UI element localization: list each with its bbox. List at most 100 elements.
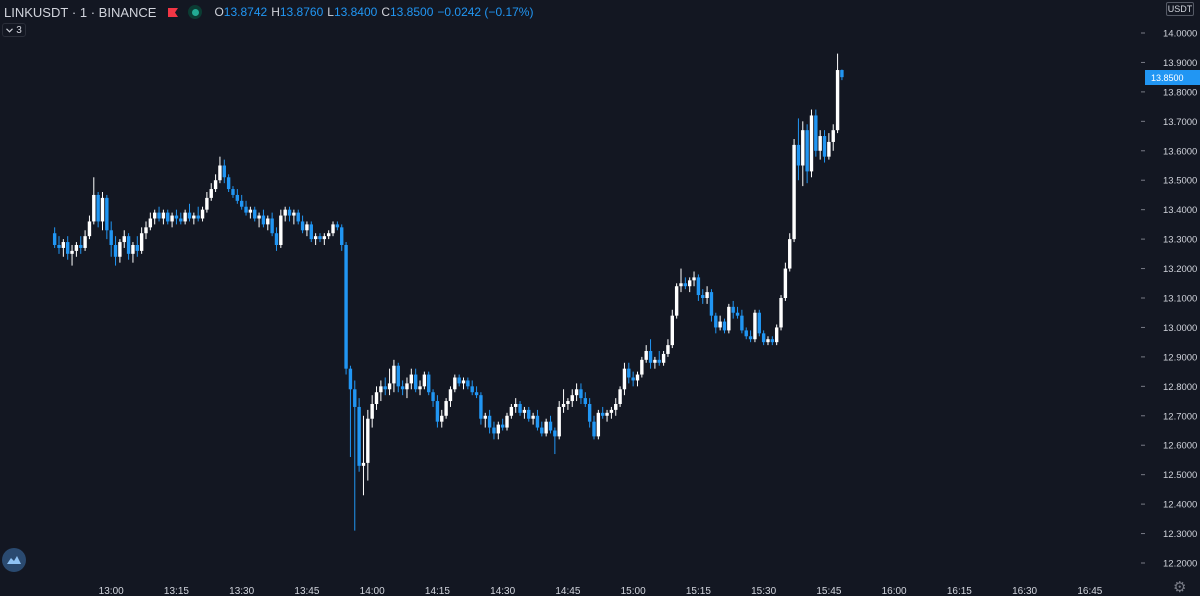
candle-body: [696, 277, 701, 296]
candle-body: [100, 197, 105, 222]
y-tick-label: 13.7000: [1163, 117, 1197, 128]
candle-body: [840, 70, 844, 78]
x-tick-label: 16:15: [947, 586, 972, 596]
flag-icon[interactable]: [168, 7, 179, 17]
candle-body: [805, 130, 809, 172]
candle: [431, 389, 435, 407]
candle-body: [774, 327, 779, 343]
candle-body: [648, 351, 653, 363]
candle-body: [105, 197, 109, 231]
currency-button[interactable]: USDT: [1166, 2, 1194, 16]
candle: [239, 194, 244, 210]
candle: [161, 209, 166, 225]
candle: [74, 242, 79, 257]
indicators-toggle-button[interactable]: 3: [2, 23, 26, 37]
market-status-icon[interactable]: [188, 5, 203, 19]
candle-body: [318, 236, 322, 240]
close-label: C: [381, 5, 390, 19]
candle: [248, 206, 253, 219]
candle-body: [479, 395, 483, 419]
tradingview-logo-icon[interactable]: [2, 548, 26, 572]
candle-body: [231, 189, 235, 195]
candle: [79, 236, 83, 254]
candle: [592, 415, 596, 440]
candle: [648, 339, 653, 369]
candle: [109, 221, 113, 257]
candle: [348, 365, 353, 457]
candle: [313, 233, 318, 245]
candle: [83, 230, 87, 251]
candle: [522, 406, 527, 419]
candle: [57, 236, 61, 254]
candle-body: [70, 250, 74, 254]
candle-body: [831, 130, 835, 142]
candle-body: [57, 245, 61, 248]
candle-body: [274, 233, 279, 245]
y-tick-label: 13.1000: [1163, 294, 1197, 305]
candle-body: [292, 212, 296, 216]
candle: [296, 209, 300, 225]
candle: [105, 194, 109, 240]
exchange-label: BINANCE: [98, 4, 157, 20]
candle: [614, 398, 618, 416]
candle-body: [261, 215, 266, 225]
candle: [705, 286, 709, 304]
candle: [818, 130, 822, 160]
candle-body: [474, 392, 479, 396]
candle-body: [166, 212, 170, 222]
candle-body: [113, 245, 118, 257]
candle-body: [457, 377, 461, 384]
candle-body: [161, 212, 166, 219]
candle: [840, 69, 844, 81]
candle: [487, 409, 492, 434]
candle: [640, 356, 644, 378]
candle-body: [435, 401, 440, 422]
candle-body: [213, 180, 218, 190]
candle-body: [492, 427, 496, 434]
candle-body: [714, 315, 718, 328]
candle-body: [574, 389, 579, 396]
candle-body: [387, 383, 392, 390]
candle: [587, 398, 592, 428]
candle: [457, 374, 461, 387]
candle-body: [548, 421, 553, 431]
candle-body: [300, 221, 305, 231]
y-tick-label: 13.6000: [1163, 146, 1197, 157]
candle-body: [139, 233, 144, 251]
candle-body: [579, 389, 583, 399]
y-tick-label: 13.0000: [1163, 323, 1197, 334]
candle-body: [174, 215, 179, 219]
x-tick-label: 15:00: [621, 586, 646, 596]
candle: [761, 330, 766, 346]
candle: [309, 221, 313, 243]
candle: [340, 224, 344, 251]
candle-body: [705, 292, 709, 298]
candle: [270, 212, 274, 237]
candle-body: [631, 377, 635, 381]
x-tick-label: 14:45: [555, 586, 580, 596]
candle: [235, 189, 240, 204]
interval-label[interactable]: 1: [79, 4, 88, 20]
candle: [266, 215, 270, 231]
candle-body: [661, 353, 666, 363]
candle-body: [144, 227, 148, 234]
candle: [566, 398, 570, 410]
time-axis[interactable]: 13:00 13:15 13:30 13:45 14:00 14:15 14:30 14:45…: [99, 586, 1103, 596]
candle-body: [483, 415, 487, 419]
candle-body: [553, 430, 557, 437]
symbol-name[interactable]: LINKUSDT: [4, 4, 69, 20]
high-value: 13.8760: [279, 5, 324, 19]
candle-body: [679, 283, 683, 287]
candle: [440, 409, 444, 428]
candle-body: [348, 368, 353, 390]
legend-separator: ·: [87, 4, 99, 20]
candle: [683, 277, 688, 290]
y-tick-label: 12.4000: [1163, 500, 1197, 511]
y-tick-label: 12.2000: [1163, 559, 1197, 570]
candle-body: [253, 209, 257, 219]
price-axis[interactable]: 14.0000 13.9000 13.8000 13.7000 13.6000 13.50…: [1141, 0, 1200, 596]
candle-body: [374, 392, 379, 404]
candle-body: [427, 374, 431, 393]
gear-icon[interactable]: ⚙: [1173, 579, 1187, 596]
